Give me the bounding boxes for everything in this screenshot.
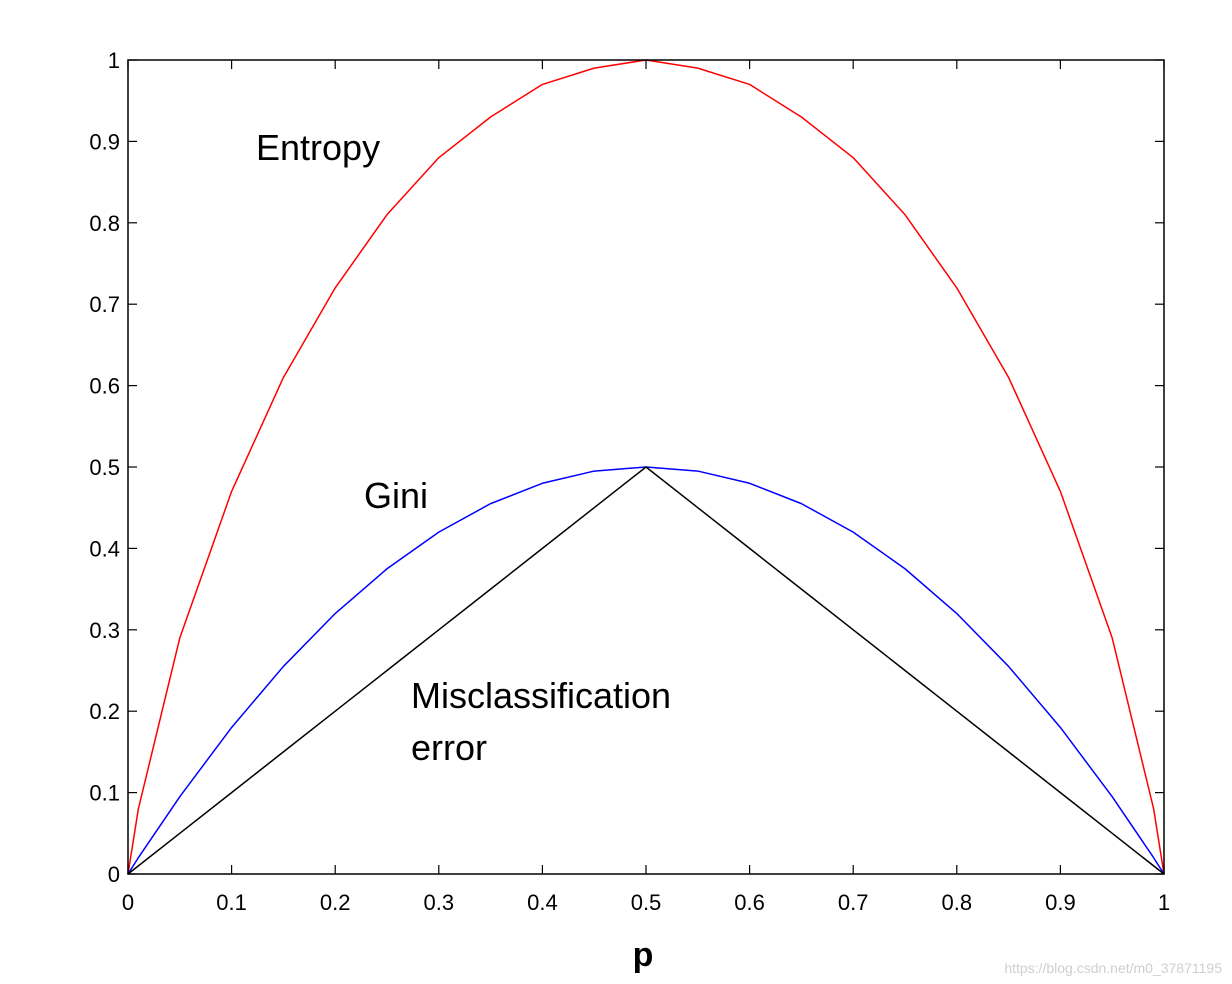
plot-frame — [127, 59, 1165, 875]
y-tick-label: 0.4 — [89, 536, 120, 561]
x-tick-label: 0 — [122, 890, 134, 915]
y-tick-label: 0.9 — [89, 129, 120, 154]
series-line-2 — [127, 466, 1165, 875]
x-tick-label: 0.4 — [527, 890, 558, 915]
annotation-gini: Gini — [364, 475, 428, 516]
x-tick-label: 0.3 — [424, 890, 455, 915]
x-tick-label: 1 — [1158, 890, 1170, 915]
annotation-entropy: Entropy — [256, 127, 380, 168]
y-tick-label: 1 — [108, 48, 120, 73]
x-tick-label: 0.5 — [631, 890, 662, 915]
y-tick-label: 0.3 — [89, 618, 120, 643]
annotation-misclassification: Misclassification — [411, 675, 671, 716]
y-tick-label: 0.2 — [89, 699, 120, 724]
series-line-1 — [127, 466, 1165, 875]
x-tick-label: 0.9 — [1045, 890, 1076, 915]
x-tick-labels: 0 0.1 0.2 0.3 0.4 0.5 0.6 0.7 0.8 0.9 1 — [122, 890, 1170, 915]
y-tick-label: 0 — [108, 862, 120, 887]
series-layer — [127, 59, 1165, 875]
y-tick-label: 0.8 — [89, 211, 120, 236]
y-tick-label: 0.5 — [89, 455, 120, 480]
y-tick-labels: 0 0.1 0.2 0.3 0.4 0.5 0.6 0.7 0.8 0.9 1 — [89, 48, 120, 887]
watermark: https://blog.csdn.net/m0_37871195 — [1004, 960, 1222, 976]
y-tick-label: 0.7 — [89, 292, 120, 317]
y-tick-label: 0.6 — [89, 374, 120, 399]
annotation-error: error — [411, 727, 487, 768]
y-tick-label: 0.1 — [89, 781, 120, 806]
x-tick-label: 0.8 — [942, 890, 973, 915]
x-tick-label: 0.6 — [734, 890, 765, 915]
x-tick-label: 0.1 — [216, 890, 247, 915]
x-tick-label: 0.2 — [320, 890, 351, 915]
x-axis-title: p — [633, 936, 654, 974]
x-tick-label: 0.7 — [838, 890, 869, 915]
